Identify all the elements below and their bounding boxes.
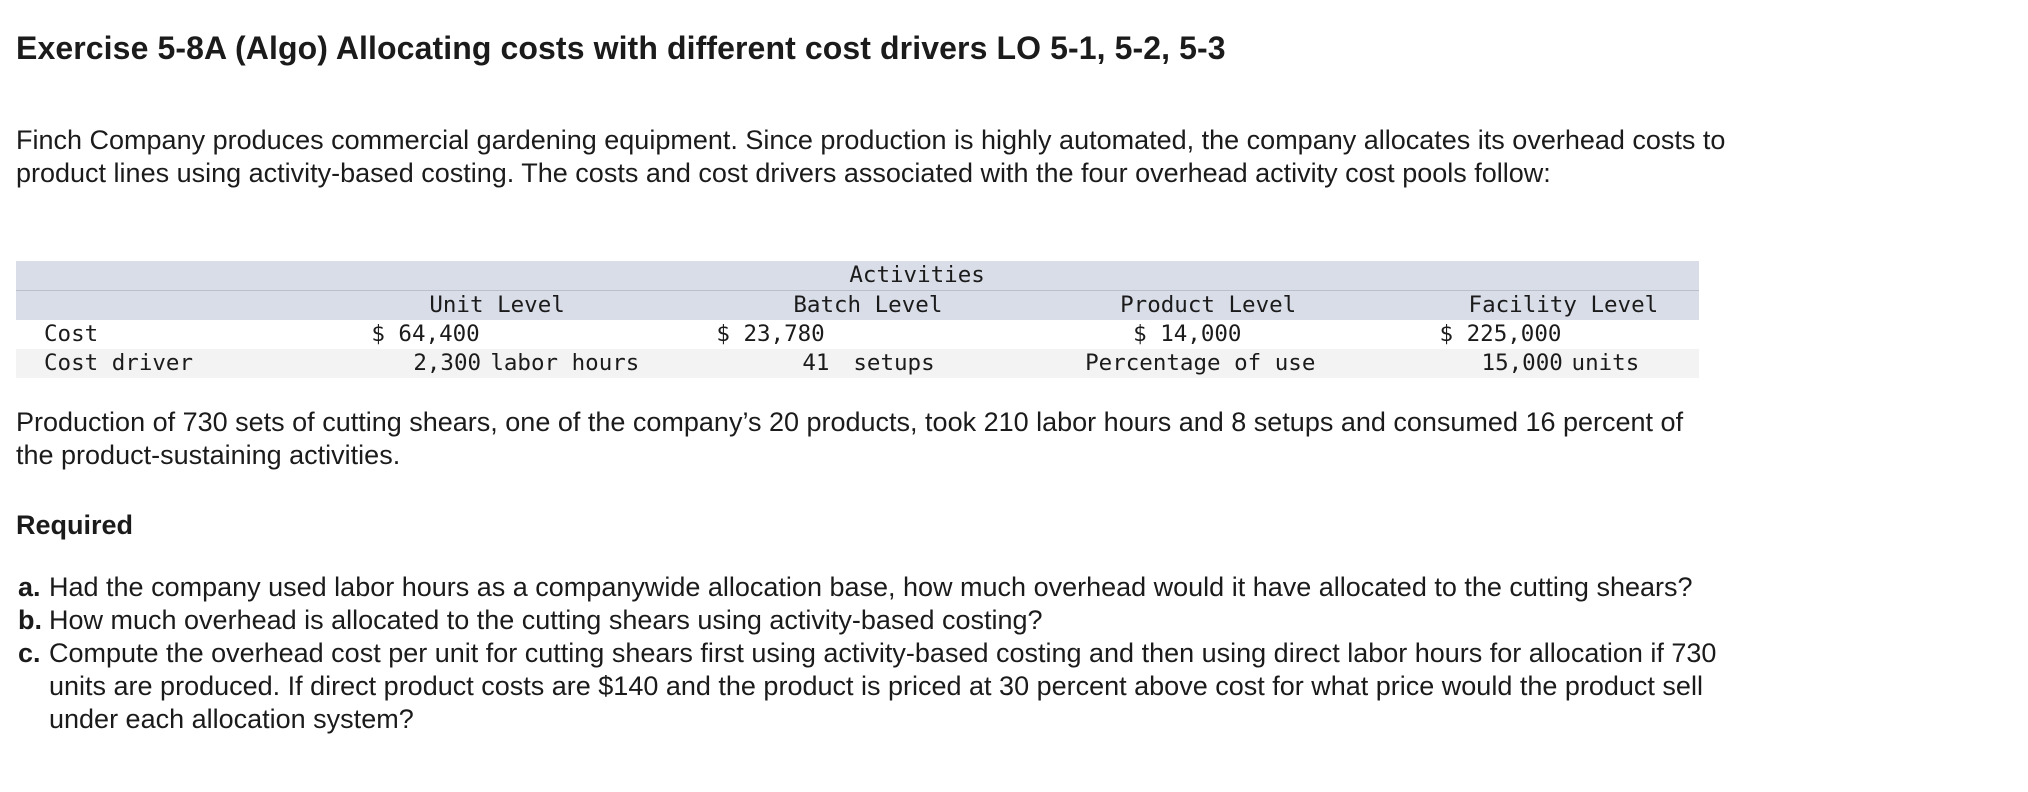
batch-level-driver-amount: 41: [802, 350, 830, 376]
row-label-cost-driver: Cost driver: [16, 349, 338, 378]
column-header-batch-level: Batch Level: [793, 292, 943, 318]
activities-group-header: Activities: [849, 262, 985, 288]
question-letter: a.: [18, 572, 41, 602]
unit-level-cost: $ 64,400: [371, 321, 480, 347]
column-header-unit-level: Unit Level: [429, 292, 565, 318]
facility-level-cost: $ 225,000: [1439, 321, 1562, 347]
question-letter: c.: [18, 638, 41, 668]
facility-level-driver-measure: units: [1571, 350, 1640, 376]
question-c: c. Compute the overhead cost per unit fo…: [16, 637, 1736, 736]
question-text: How much overhead is allocated to the cu…: [49, 605, 1043, 635]
exercise-title: Exercise 5-8A (Algo) Allocating costs wi…: [16, 30, 1226, 66]
table-group-header-row: Activities: [16, 261, 1699, 291]
table-row-cost-driver: Cost driver 2,300 labor hours 41 setups …: [16, 349, 1699, 378]
unit-level-driver-amount: 2,300: [413, 350, 482, 376]
question-a: a. Had the company used labor hours as a…: [16, 571, 1736, 604]
required-heading: Required: [16, 510, 134, 540]
intro-paragraph: Finch Company produces commercial garden…: [16, 125, 1726, 188]
product-level-cost: $ 14,000: [1133, 321, 1242, 347]
product-level-driver: Percentage of use: [1085, 350, 1316, 376]
question-text: Had the company used labor hours as a co…: [49, 572, 1693, 602]
row-label-cost: Cost: [16, 320, 338, 349]
production-paragraph: Production of 730 sets of cutting shears…: [16, 407, 1684, 470]
table-row-cost: Cost $ 64,400 $ 23,780 $ 14,000 $ 225,00…: [16, 320, 1699, 349]
unit-level-driver-measure: labor hours: [490, 350, 640, 376]
column-header-product-level: Product Level: [1120, 292, 1297, 318]
required-questions-list: a. Had the company used labor hours as a…: [16, 571, 1736, 736]
column-header-facility-level: Facility Level: [1468, 292, 1659, 318]
table-column-header-row: Unit Level Batch Level Product Level Fac…: [16, 290, 1699, 320]
batch-level-driver-measure: setups: [853, 350, 935, 376]
facility-level-driver-amount: 15,000: [1481, 350, 1563, 376]
batch-level-cost: $ 23,780: [716, 321, 825, 347]
question-text: Compute the overhead cost per unit for c…: [49, 638, 1717, 734]
question-letter: b.: [18, 605, 42, 635]
activity-cost-table: Activities Unit Level Batch Level Produc…: [16, 261, 1699, 378]
question-b: b. How much overhead is allocated to the…: [16, 604, 1736, 637]
